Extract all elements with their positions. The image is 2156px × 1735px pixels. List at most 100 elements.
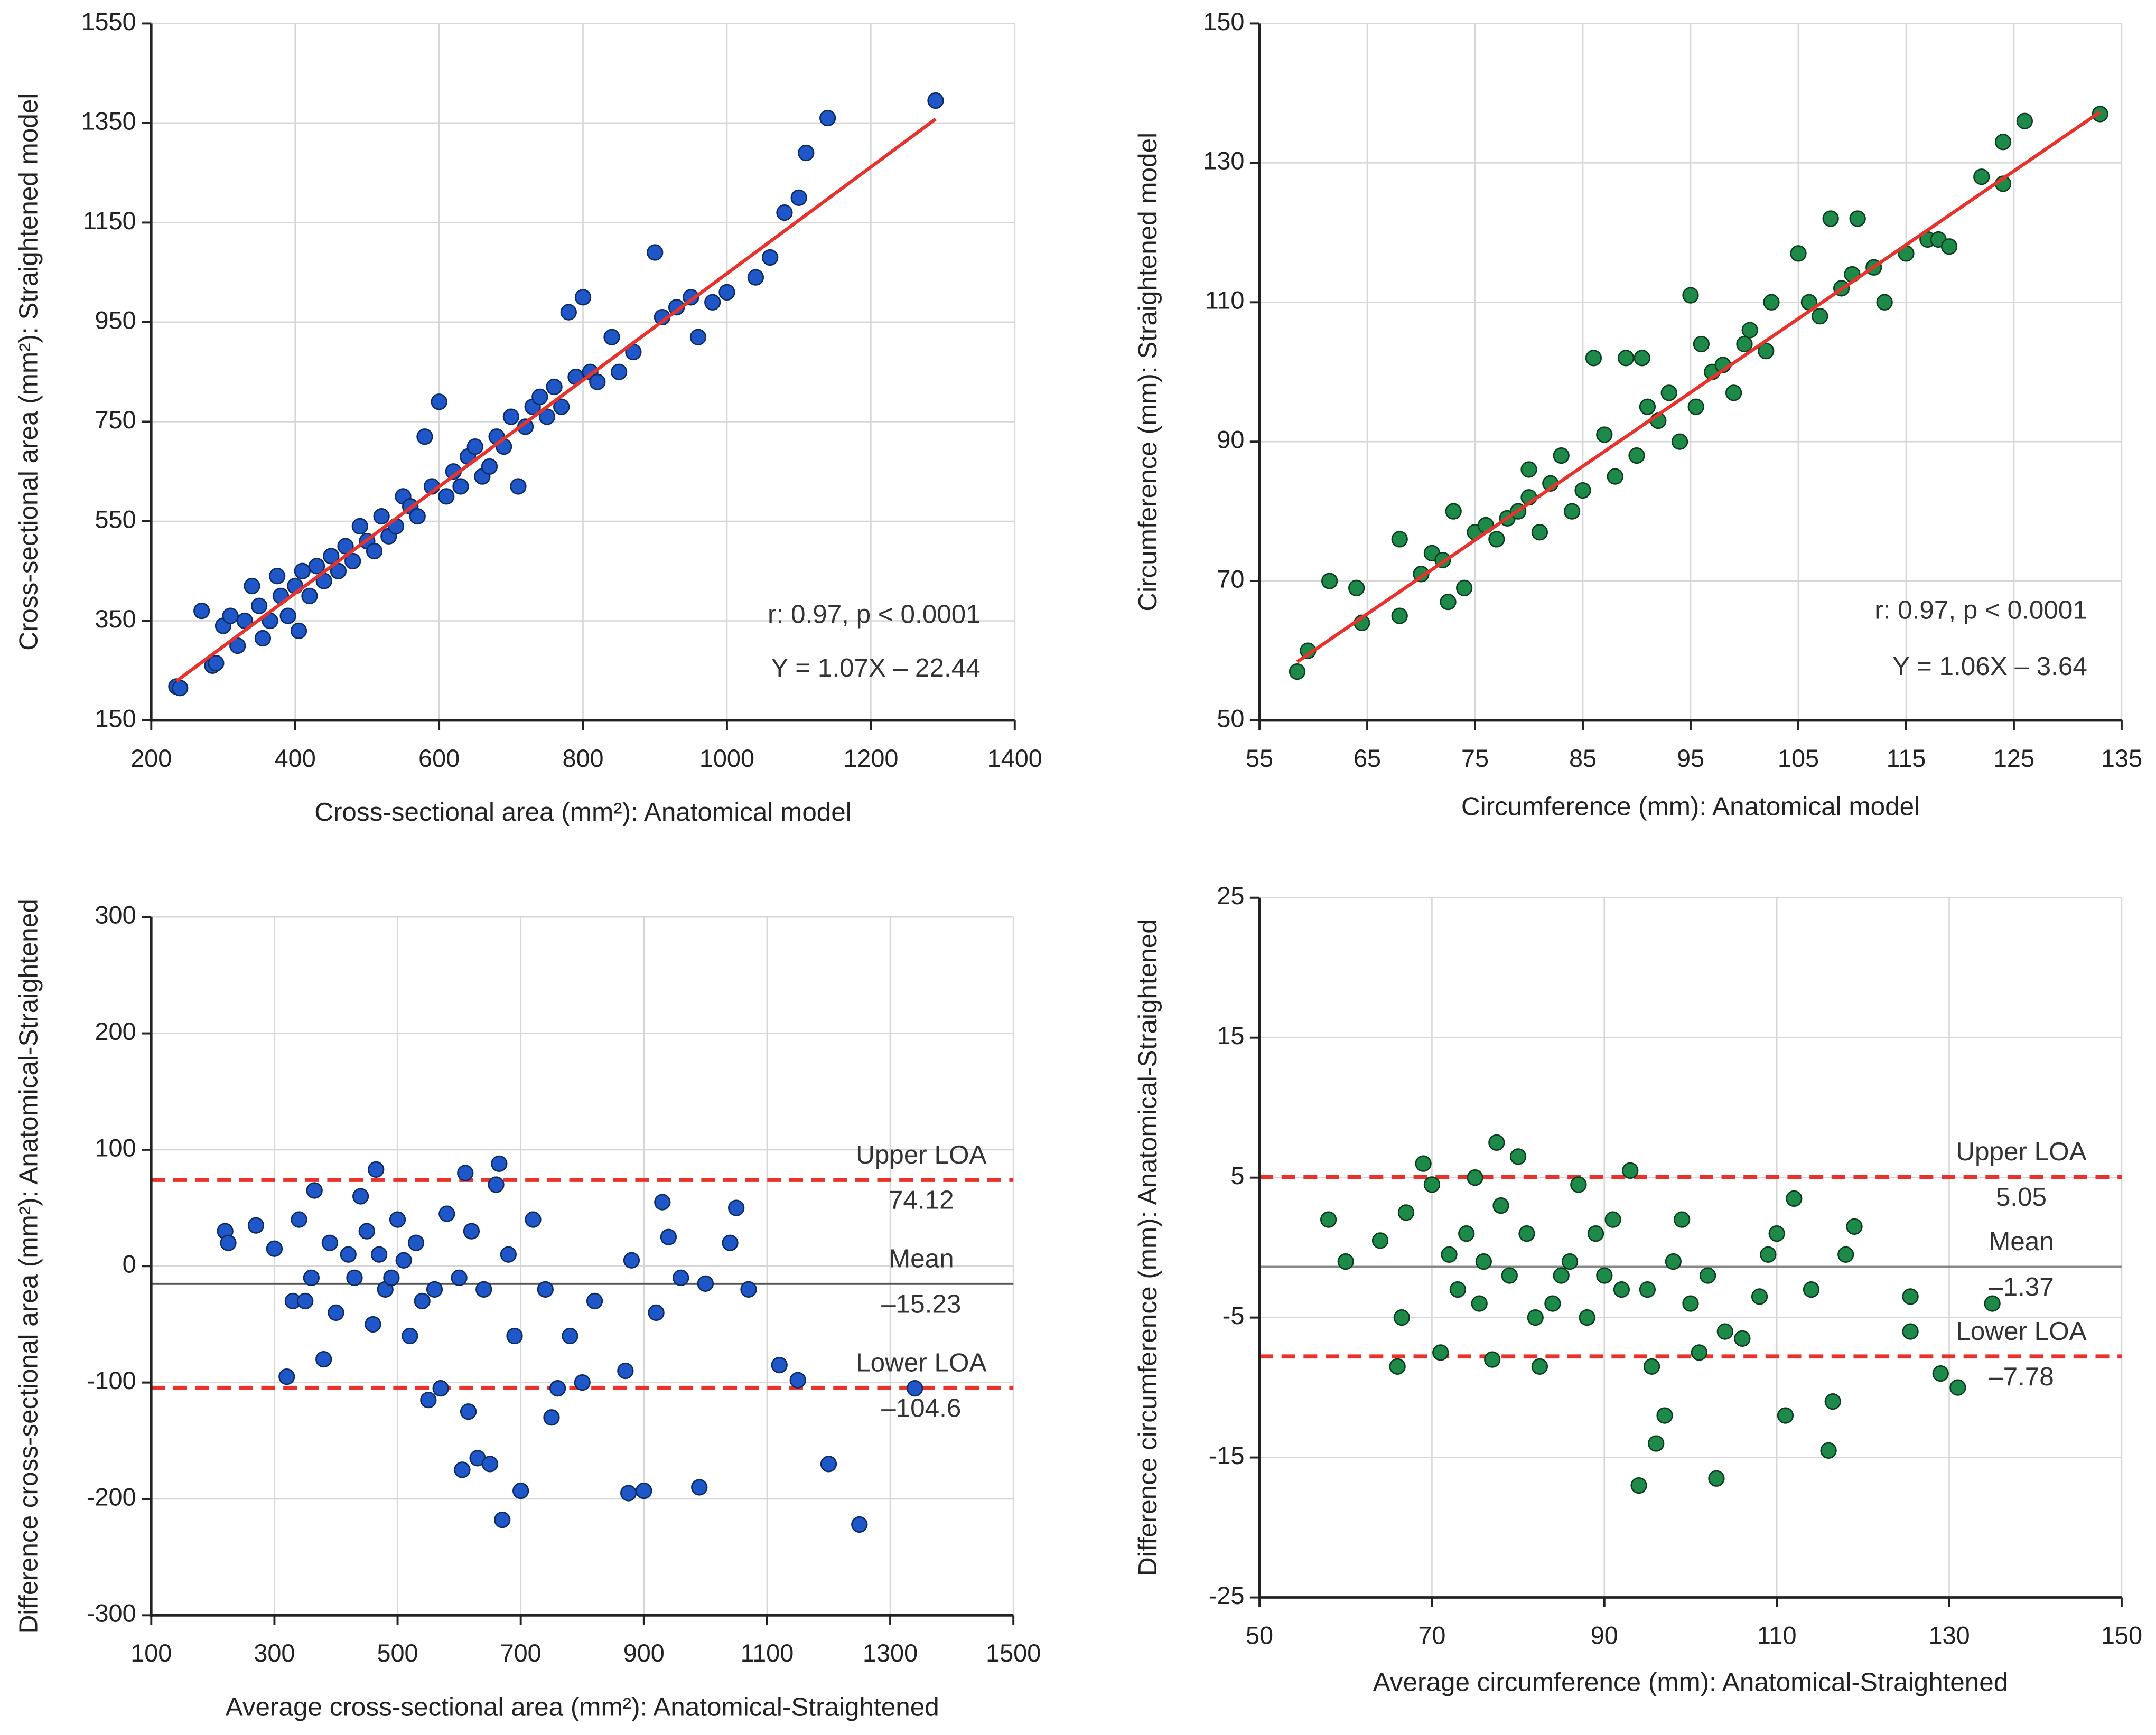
- point: [481, 1456, 499, 1473]
- point: [1660, 384, 1677, 401]
- point: [1902, 1288, 1919, 1305]
- point: [278, 1368, 295, 1385]
- point: [323, 548, 340, 565]
- point: [1741, 322, 1758, 339]
- point: [244, 577, 260, 595]
- point: [488, 1176, 505, 1193]
- point: [1824, 1393, 1841, 1410]
- point: [1520, 461, 1537, 478]
- point: [254, 630, 272, 647]
- point: [1812, 308, 1828, 325]
- point: [409, 508, 426, 525]
- point: [538, 408, 556, 425]
- point: [1671, 433, 1688, 450]
- x-axis-label: Average circumference (mm): Anatomical-S…: [1373, 1668, 2009, 1697]
- point: [1492, 1197, 1509, 1214]
- point: [762, 249, 779, 266]
- point: [279, 607, 296, 624]
- reference-value: 74.12: [889, 1186, 954, 1215]
- point: [512, 1482, 529, 1499]
- point: [689, 329, 707, 345]
- reference-value: –104.6: [881, 1393, 961, 1422]
- point: [416, 428, 433, 445]
- point: [1348, 579, 1365, 596]
- point: [1501, 1267, 1518, 1284]
- point: [654, 1194, 671, 1211]
- x-tick-label: 600: [418, 745, 460, 772]
- point: [1458, 1225, 1475, 1242]
- x-tick-label: 150: [2101, 1621, 2142, 1649]
- point: [636, 1482, 652, 1499]
- point: [1902, 1323, 1919, 1340]
- point: [1467, 1169, 1483, 1186]
- point: [426, 1281, 443, 1298]
- x-tick-label: 115: [1887, 745, 1926, 772]
- point: [531, 388, 548, 405]
- y-tick-label: -200: [87, 1483, 136, 1511]
- point: [1820, 1442, 1837, 1459]
- point: [1445, 503, 1462, 520]
- point: [368, 1161, 385, 1178]
- y-tick-label: 130: [1203, 147, 1244, 175]
- y-axis-label: Circumference (mm): Straightened model: [1133, 133, 1162, 612]
- point: [1456, 579, 1473, 596]
- x-tick-label: 125: [1993, 745, 2034, 772]
- point: [1440, 594, 1457, 611]
- point: [1630, 1477, 1647, 1494]
- point: [1803, 1281, 1820, 1298]
- point: [1665, 1253, 1682, 1270]
- point: [402, 1327, 418, 1345]
- y-tick-label: 550: [95, 505, 136, 533]
- point: [373, 508, 390, 525]
- point: [1984, 1295, 2001, 1312]
- point: [704, 294, 721, 311]
- x-tick-label: 1400: [987, 745, 1042, 772]
- x-tick-label: 900: [623, 1639, 665, 1667]
- point: [1674, 1211, 1691, 1228]
- point: [481, 458, 498, 475]
- point: [1570, 1176, 1587, 1193]
- point: [549, 1380, 566, 1397]
- point: [562, 1327, 578, 1345]
- y-axis-label: Difference circumference (mm): Anatomica…: [1133, 919, 1162, 1576]
- x-tick-label: 500: [377, 1639, 418, 1667]
- point: [451, 1269, 468, 1286]
- y-axis-label: Cross-sectional area (mm²): Straightened…: [14, 93, 43, 651]
- point: [1639, 398, 1656, 415]
- point: [1604, 1211, 1621, 1228]
- point: [1585, 350, 1602, 367]
- point: [1643, 1358, 1660, 1375]
- point: [1628, 447, 1645, 464]
- point: [358, 1223, 375, 1240]
- point: [266, 1240, 283, 1257]
- x-tick-label: 800: [562, 745, 603, 772]
- point: [457, 1165, 474, 1181]
- point: [1682, 287, 1699, 304]
- x-tick-label: 70: [1418, 1621, 1445, 1649]
- point: [1822, 210, 1839, 227]
- point: [620, 1485, 637, 1502]
- point: [1725, 384, 1742, 401]
- annotation: Y = 1.07X – 22.44: [771, 653, 980, 682]
- point: [1441, 1246, 1458, 1263]
- point: [1391, 607, 1408, 624]
- reference-value: –15.23: [881, 1290, 961, 1319]
- reference-name: Upper LOA: [856, 1140, 986, 1169]
- reference-name: Mean: [889, 1244, 954, 1273]
- x-tick-label: 200: [130, 745, 172, 772]
- point: [466, 438, 483, 455]
- point: [351, 518, 368, 535]
- point: [344, 552, 361, 570]
- point: [851, 1516, 868, 1533]
- point: [220, 1234, 237, 1251]
- point: [321, 1234, 338, 1251]
- y-tick-label: 750: [95, 406, 136, 434]
- point: [208, 655, 225, 672]
- x-tick-label: 1100: [741, 1639, 794, 1667]
- point: [722, 1234, 739, 1251]
- annotation: r: 0.97, p < 0.0001: [768, 599, 981, 629]
- point: [432, 1380, 449, 1397]
- point: [1527, 1309, 1544, 1326]
- point: [1488, 531, 1505, 548]
- point: [1682, 1295, 1699, 1312]
